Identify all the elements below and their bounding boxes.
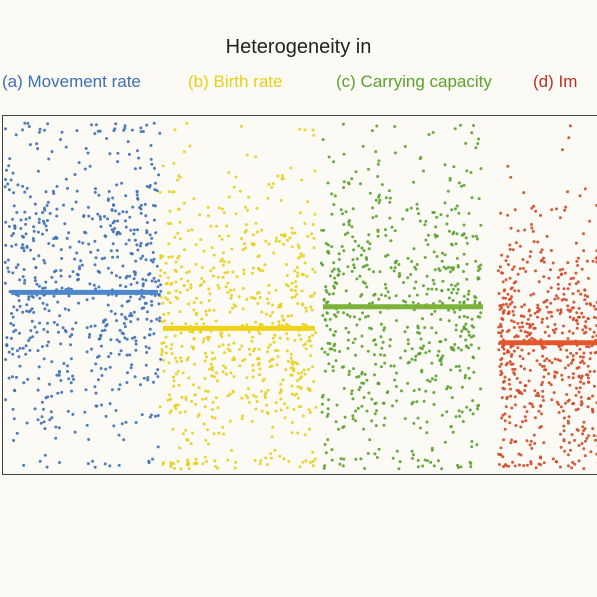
scatter-group-d — [497, 124, 597, 470]
scatter-group-c — [320, 123, 483, 471]
scatter-plot-area — [2, 115, 597, 475]
legend-item-movement-rate: (a) Movement rate — [2, 72, 141, 92]
scatter-group-b — [159, 122, 318, 470]
legend-item-im: (d) Im — [533, 72, 577, 92]
legend-item-carrying-capacity: (c) Carrying capacity — [336, 72, 492, 92]
chart-title: Heterogeneity in — [0, 36, 597, 59]
scatter-group-a — [4, 122, 163, 469]
scatter-plot-svg — [3, 116, 597, 476]
legend-item-birth-rate: (b) Birth rate — [188, 72, 282, 92]
